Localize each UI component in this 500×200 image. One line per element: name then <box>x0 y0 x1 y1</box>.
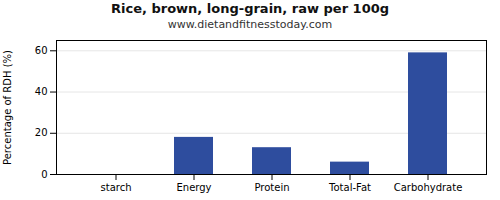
html-text:www.dietandfitnesstoday.com: www.dietandfitnesstoday.com <box>167 18 333 31</box>
svg-text:Carbohydrate: Carbohydrate <box>394 182 463 193</box>
svg-text:0: 0 <box>41 169 47 180</box>
html-text:Rice, brown, long-grain, raw p: Rice, brown, long-grain, raw per 100g <box>111 1 389 16</box>
svg-text:40: 40 <box>35 86 48 97</box>
svg-text:Energy: Energy <box>176 182 211 193</box>
svg-text:Protein: Protein <box>254 182 289 193</box>
svg-text:starch: starch <box>101 182 132 193</box>
svg-text:60: 60 <box>35 45 48 56</box>
svg-text:Percentage of RDH (%): Percentage of RDH (%) <box>2 50 13 165</box>
svg-text:20: 20 <box>35 127 48 138</box>
svg-text:Total-Fat: Total-Fat <box>328 182 371 193</box>
